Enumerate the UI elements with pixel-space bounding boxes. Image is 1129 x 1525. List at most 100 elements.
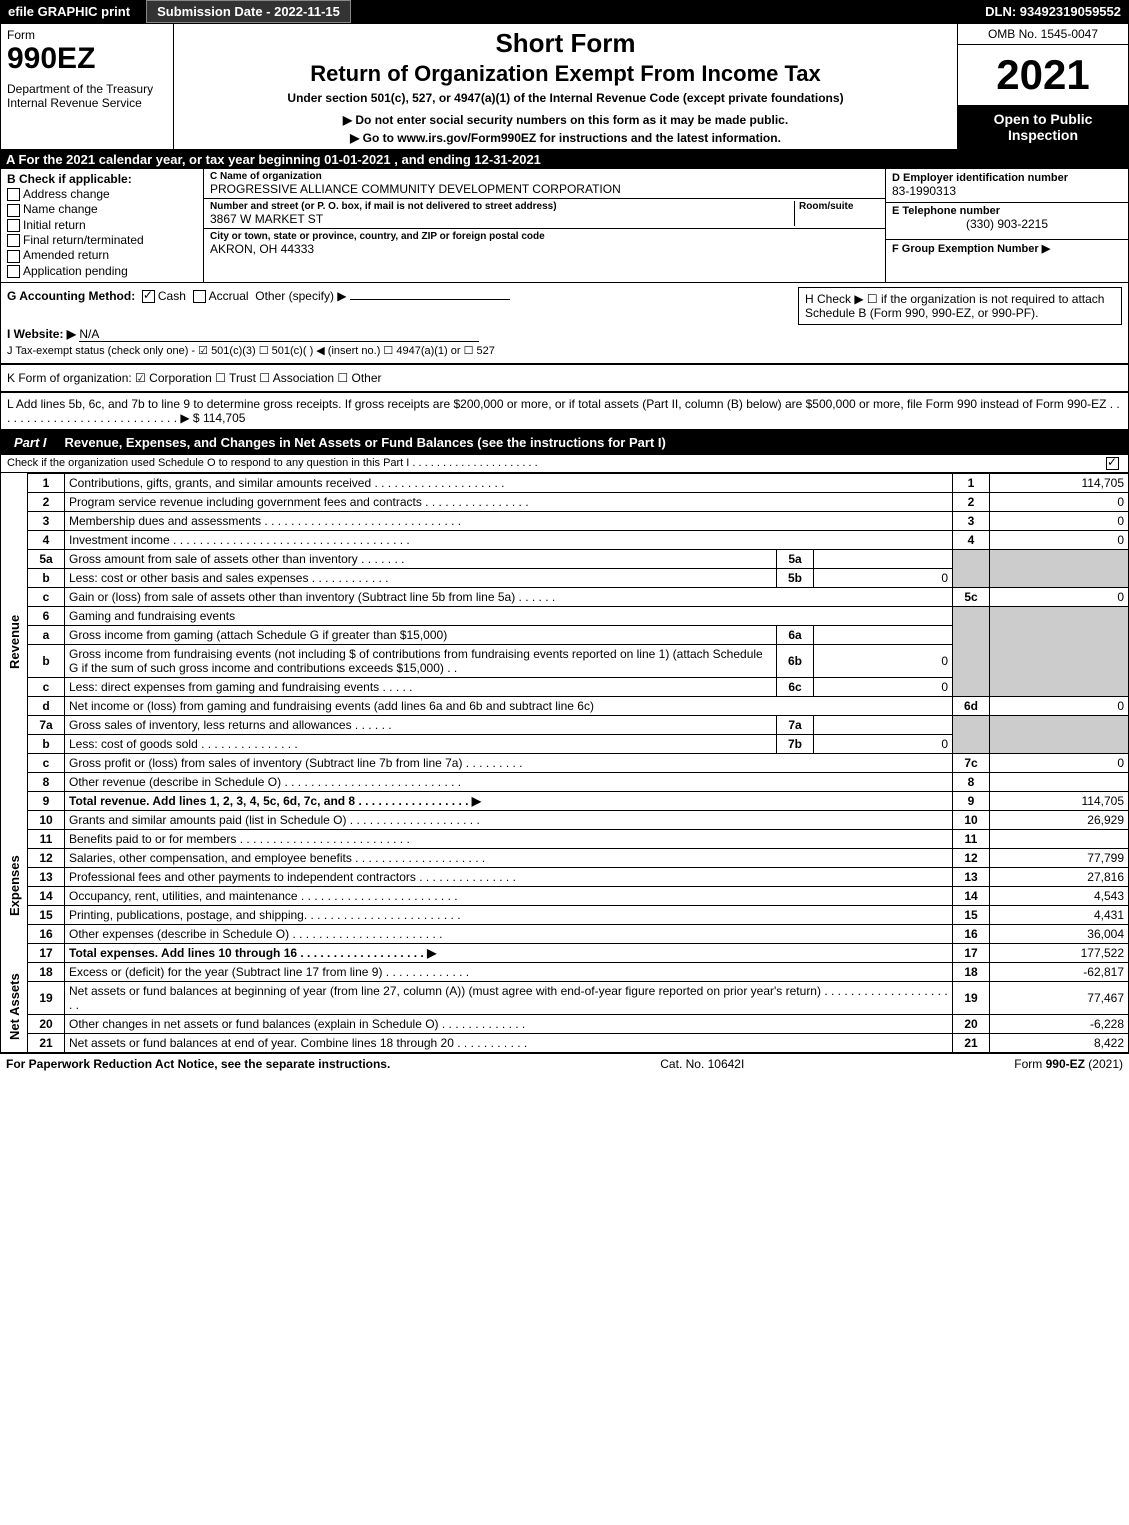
line-6d-val: 0 <box>990 696 1129 715</box>
line-7c-val: 0 <box>990 753 1129 772</box>
form-number: 990EZ <box>7 42 167 76</box>
form-label: Form <box>7 28 167 42</box>
line-14-desc: Occupancy, rent, utilities, and maintena… <box>65 886 953 905</box>
part1-header: Part I Revenue, Expenses, and Changes in… <box>0 430 1129 455</box>
line-2-val: 0 <box>990 492 1129 511</box>
c-name-label: C Name of organization <box>210 171 879 182</box>
line-21-desc: Net assets or fund balances at end of ye… <box>65 1033 953 1052</box>
k-block: K Form of organization: ☑ Corporation ☐ … <box>0 364 1129 392</box>
line-18-val: -62,817 <box>990 962 1129 981</box>
line-3-desc: Membership dues and assessments . . . . … <box>65 511 953 530</box>
line-21-val: 8,422 <box>990 1033 1129 1052</box>
line-6c-desc: Less: direct expenses from gaming and fu… <box>65 677 777 696</box>
line-18-desc: Excess or (deficit) for the year (Subtra… <box>65 962 953 981</box>
footer-catno: Cat. No. 10642I <box>660 1057 744 1071</box>
line-1-val: 114,705 <box>990 473 1129 492</box>
line-2-desc: Program service revenue including govern… <box>65 492 953 511</box>
part1-table: Revenue 1 Contributions, gifts, grants, … <box>0 473 1129 1053</box>
org-address: 3867 W MARKET ST <box>210 212 794 226</box>
line-9-val: 114,705 <box>990 791 1129 810</box>
k-line: K Form of organization: ☑ Corporation ☐ … <box>7 371 1122 385</box>
c-addr-label: Number and street (or P. O. box, if mail… <box>210 201 794 212</box>
top-bar: efile GRAPHIC print Submission Date - 20… <box>0 0 1129 23</box>
dln: DLN: 93492319059552 <box>977 0 1129 23</box>
line-15-val: 4,431 <box>990 905 1129 924</box>
open-to-public: Open to Public Inspection <box>958 105 1128 149</box>
h-box: H Check ▶ ☐ if the organization is not r… <box>798 287 1122 325</box>
room-label: Room/suite <box>799 201 879 212</box>
line-19-desc: Net assets or fund balances at beginning… <box>65 981 953 1014</box>
line-6d-desc: Net income or (loss) from gaming and fun… <box>65 696 953 715</box>
chk-accrual[interactable] <box>193 290 206 303</box>
submission-date: Submission Date - 2022-11-15 <box>146 0 351 23</box>
ein-label: D Employer identification number <box>892 172 1122 184</box>
line-3-val: 0 <box>990 511 1129 530</box>
col-b: B Check if applicable: Address change Na… <box>1 169 204 282</box>
line-7c-desc: Gross profit or (loss) from sales of inv… <box>65 753 953 772</box>
line-17-desc: Total expenses. Add lines 10 through 16 … <box>65 943 953 962</box>
tel-value: (330) 903-2215 <box>892 217 1122 231</box>
line-15-desc: Printing, publications, postage, and shi… <box>65 905 953 924</box>
line-4-desc: Investment income . . . . . . . . . . . … <box>65 530 953 549</box>
ein-value: 83-1990313 <box>892 184 1122 198</box>
line-10-val: 26,929 <box>990 810 1129 829</box>
revenue-tab: Revenue <box>1 473 28 810</box>
line-6a-desc: Gross income from gaming (attach Schedul… <box>65 625 777 644</box>
line-16-val: 36,004 <box>990 924 1129 943</box>
chk-amended-return[interactable]: Amended return <box>7 248 197 262</box>
line-10-desc: Grants and similar amounts paid (list in… <box>65 810 953 829</box>
section-bcdef: B Check if applicable: Address change Na… <box>0 169 1129 283</box>
line-11-val <box>990 829 1129 848</box>
goto-link[interactable]: ▶ Go to www.irs.gov/Form990EZ for instru… <box>180 131 951 145</box>
line-7b-inval: 0 <box>814 734 953 753</box>
tax-year: 2021 <box>958 45 1128 105</box>
line-7a-desc: Gross sales of inventory, less returns a… <box>65 715 777 734</box>
line-14-val: 4,543 <box>990 886 1129 905</box>
main-title: Return of Organization Exempt From Incom… <box>180 61 951 87</box>
header-right: OMB No. 1545-0047 2021 Open to Public In… <box>957 24 1128 149</box>
col-d: D Employer identification number 83-1990… <box>886 169 1128 282</box>
chk-final-return[interactable]: Final return/terminated <box>7 233 197 247</box>
line-6-desc: Gaming and fundraising events <box>65 606 953 625</box>
line-13-val: 27,816 <box>990 867 1129 886</box>
line-7a-inval <box>814 715 953 734</box>
ssn-notice: ▶ Do not enter social security numbers o… <box>180 113 951 127</box>
j-line: J Tax-exempt status (check only one) - ☑… <box>7 344 1122 357</box>
org-city: AKRON, OH 44333 <box>210 242 879 256</box>
expenses-tab: Expenses <box>1 810 28 962</box>
line-5b-desc: Less: cost or other basis and sales expe… <box>65 568 777 587</box>
line-13-desc: Professional fees and other payments to … <box>65 867 953 886</box>
website-value: N/A <box>79 327 99 341</box>
line-5c-desc: Gain or (loss) from sale of assets other… <box>65 587 953 606</box>
netassets-tab: Net Assets <box>1 962 28 1052</box>
i-line: I Website: ▶ N/A <box>7 327 1122 342</box>
chk-initial-return[interactable]: Initial return <box>7 218 197 232</box>
efile-label: efile GRAPHIC print <box>0 0 138 23</box>
info-block: G Accounting Method: Cash Accrual Other … <box>0 283 1129 364</box>
chk-application-pending[interactable]: Application pending <box>7 264 197 278</box>
tel-label: E Telephone number <box>892 205 1122 217</box>
part1-schedule-o-chk[interactable] <box>1106 457 1119 470</box>
line-17-val: 177,522 <box>990 943 1129 962</box>
line-11-desc: Benefits paid to or for members . . . . … <box>65 829 953 848</box>
line-6b-desc: Gross income from fundraising events (no… <box>65 644 777 677</box>
header-left: Form 990EZ Department of the Treasury In… <box>1 24 174 149</box>
line-8-val <box>990 772 1129 791</box>
col-c: C Name of organization PROGRESSIVE ALLIA… <box>204 169 886 282</box>
footer-form: Form 990-EZ (2021) <box>1014 1057 1123 1071</box>
footer-left: For Paperwork Reduction Act Notice, see … <box>6 1057 390 1071</box>
line-7b-desc: Less: cost of goods sold . . . . . . . .… <box>65 734 777 753</box>
chk-cash[interactable] <box>142 290 155 303</box>
part1-label: Part I <box>6 433 55 452</box>
org-name: PROGRESSIVE ALLIANCE COMMUNITY DEVELOPME… <box>210 182 879 196</box>
omb-number: OMB No. 1545-0047 <box>958 24 1128 45</box>
page-footer: For Paperwork Reduction Act Notice, see … <box>0 1053 1129 1074</box>
chk-name-change[interactable]: Name change <box>7 202 197 216</box>
line-12-desc: Salaries, other compensation, and employ… <box>65 848 953 867</box>
part1-title: Revenue, Expenses, and Changes in Net As… <box>65 435 666 450</box>
line-5c-val: 0 <box>990 587 1129 606</box>
chk-address-change[interactable]: Address change <box>7 187 197 201</box>
short-form-title: Short Form <box>180 28 951 59</box>
line-20-val: -6,228 <box>990 1014 1129 1033</box>
part1-sub: Check if the organization used Schedule … <box>0 455 1129 473</box>
